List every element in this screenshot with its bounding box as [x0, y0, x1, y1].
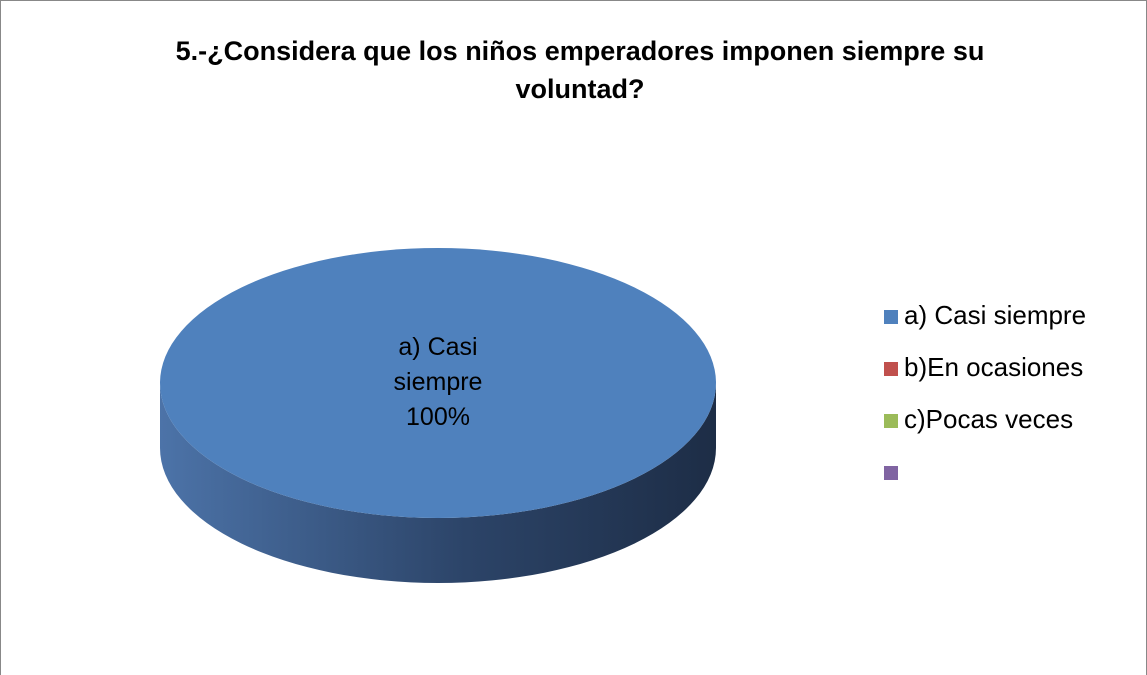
legend-swatch	[884, 310, 898, 324]
legend-swatch	[884, 362, 898, 376]
legend-label: b)En ocasiones	[904, 352, 1083, 382]
data-label: a) Casi siempre 100%	[368, 330, 508, 435]
legend-swatch	[884, 414, 898, 428]
chart-title: 5.-¿Considera que los niños emperadores …	[175, 36, 985, 104]
pie-slice-side	[160, 383, 716, 583]
data-label-value: 100%	[406, 403, 470, 431]
legend-label: c)Pocas veces	[904, 404, 1073, 434]
legend-label: a) Casi siempre	[904, 300, 1086, 330]
legend-swatch	[884, 466, 898, 480]
data-label-category: a) Casi siempre	[393, 333, 483, 396]
pie-slice	[160, 248, 716, 518]
